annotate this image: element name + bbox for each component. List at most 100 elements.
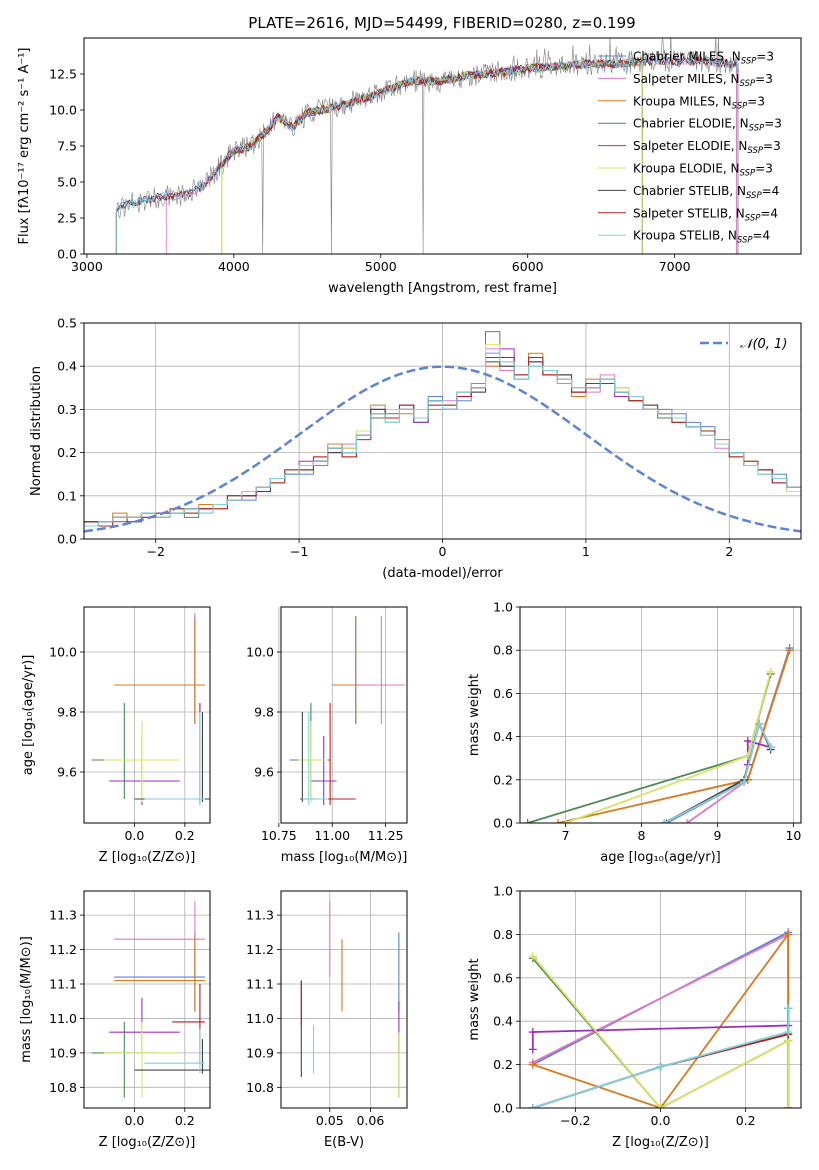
y-tick-label: 7.5 [57, 139, 77, 154]
x-tick-label: 5000 [365, 259, 397, 274]
y-tick-label: 11.1 [49, 977, 77, 992]
y-axis-label: Normed distribution [29, 366, 44, 496]
y-tick-label: 10.8 [49, 1080, 77, 1095]
y-axis-label: Flux [fλ10⁻¹⁷ erg cm⁻² s⁻¹ A⁻¹] [17, 48, 32, 245]
mass-weight-marker [662, 819, 671, 823]
mass-weight-marker [528, 1104, 537, 1108]
mass-weight-marker [784, 1104, 793, 1108]
y-axis-label: age [log₁₀(age/yr)] [21, 655, 36, 776]
y-tick-label: 0.5 [57, 316, 77, 331]
x-tick-label: 0.05 [316, 1113, 344, 1128]
y-tick-label: 1.0 [493, 884, 513, 899]
mass-weight-marker [660, 819, 669, 823]
y-tick-label: 11.2 [49, 942, 77, 957]
x-axis-label: Z [log₁₀(Z/Z⊙)] [99, 1135, 196, 1150]
y-tick-label: 0.2 [57, 445, 77, 460]
chart-residuals: −2 −1 0 1 2 0.0 0.1 0.2 0.3 0.4 0.5 𝒩(0, 1) (data-mo… [29, 316, 802, 581]
model-spectrum-2 [165, 55, 737, 254]
x-tick-label: 3000 [71, 259, 103, 274]
y-tick-label: 10.0 [246, 645, 274, 660]
mass-weight-marker [766, 667, 775, 676]
mass-weight-marker [553, 819, 562, 823]
mass-weight-line-4 [527, 673, 772, 823]
x-tick-label: 7000 [659, 259, 691, 274]
x-tick-label: 2 [725, 544, 733, 559]
x-tick-label: 4000 [218, 259, 250, 274]
y-tick-label: 9.8 [57, 705, 77, 720]
x-axis-label: Z [log₁₀(Z/Z⊙)] [612, 1135, 709, 1150]
y-tick-label: 10.8 [246, 1080, 274, 1095]
x-axis-label: mass [log₁₀(M/M⊙)] [281, 850, 408, 865]
y-tick-label: 11.3 [49, 908, 77, 923]
mass-weight-line-9 [532, 1008, 790, 1108]
mass-weight-marker [656, 1104, 665, 1108]
y-tick-label: 10.9 [49, 1045, 77, 1060]
x-tick-label: 0.0 [124, 1113, 144, 1128]
legend-label: Kroupa MILES, NSSP=3 [633, 94, 765, 111]
model-spectrum-8 [115, 55, 739, 254]
legend-label: Salpeter MILES, NSSP=3 [633, 72, 773, 89]
mass-weight-marker [784, 1004, 793, 1013]
x-axis-label: E(B-V) [324, 1135, 364, 1150]
mass-weight-line-6 [532, 955, 790, 1108]
gaussian-curve [84, 365, 801, 533]
mass-weight-marker [784, 930, 793, 939]
y-axis-label: mass weight [467, 958, 482, 1040]
x-tick-label: 0.0 [124, 828, 144, 843]
x-tick-label: 10.75 [261, 828, 297, 843]
plot-area [84, 331, 801, 539]
y-tick-label: 0.4 [57, 359, 77, 374]
y-tick-label: 11.3 [246, 908, 274, 923]
y-axis-label: mass weight [467, 674, 482, 756]
x-tick-label: 11.00 [314, 828, 350, 843]
x-axis-label: Z [log₁₀(Z/Z⊙)] [99, 850, 196, 865]
y-tick-label: 10.0 [49, 103, 77, 118]
chart-age-vs-Z: 0.0 0.2 9.6 9.8 10.0 Z [log₁₀(Z/Z⊙)] age [log₁… [21, 606, 211, 865]
mass-weight-marker [523, 819, 532, 823]
legend-label: Salpeter ELODIE, NSSP=3 [633, 139, 781, 156]
plot-area [523, 644, 794, 823]
y-tick-label: 10.9 [246, 1045, 274, 1060]
mass-weight-marker [656, 1062, 665, 1071]
mass-weight-line-9 [663, 720, 772, 823]
model-spectrum-4 [221, 56, 643, 254]
axes-frame [83, 322, 802, 540]
plot-area [91, 901, 210, 1098]
mass-weight-marker [528, 1060, 537, 1069]
plot-area [528, 928, 793, 1108]
x-axis-label: age [log₁₀(age/yr)] [600, 850, 721, 865]
y-tick-label: 11.2 [246, 942, 274, 957]
y-tick-label: 0.4 [493, 729, 513, 744]
x-tick-label: 0.0 [651, 1113, 671, 1128]
chart-mass-vs-Z: 0.0 0.2 10.8 10.9 11.0 11.1 11.2 11.3 Z [log₁₀(Z… [19, 890, 211, 1150]
legend-label: Chabrier ELODIE, NSSP=3 [633, 117, 782, 134]
x-tick-label: 0.06 [356, 1113, 384, 1128]
y-tick-label: 0.0 [57, 532, 77, 547]
x-axis-label: wavelength [Angstrom, rest frame] [328, 281, 557, 296]
plot-area [289, 616, 405, 805]
y-tick-label: 12.5 [49, 67, 77, 82]
mass-weight-marker [683, 819, 692, 823]
x-tick-label: 0 [439, 544, 447, 559]
y-tick-label: 0.2 [493, 772, 513, 787]
axes-frame [83, 37, 802, 255]
axes-frame [83, 890, 211, 1109]
axes-frame [280, 606, 408, 824]
mass-weight-marker [561, 819, 570, 823]
x-tick-label: −2 [146, 544, 164, 559]
x-axis-label: (data-model)/error [382, 566, 503, 581]
y-tick-label: 0.6 [493, 686, 513, 701]
chart-massweight-vs-age: 7 8 9 10 0.0 0.2 0.4 0.6 0.8 1.0 age [log₁₀(age/yr… [467, 600, 802, 865]
y-axis-label: mass [log₁₀(M/M⊙)] [19, 936, 34, 1063]
model-spectrum-9 [115, 56, 739, 254]
chart-mass-vs-EBV: 0.05 0.06 10.8 10.9 11.0 11.1 11.2 11.3 E(B-V) [246, 890, 408, 1150]
axes-frame [519, 890, 802, 1109]
mass-weight-marker [528, 1045, 537, 1054]
figure-title: PLATE=2616, MJD=54499, FIBERID=0280, z=0… [248, 14, 635, 32]
y-tick-label: 0.4 [493, 1014, 513, 1029]
mass-weight-marker [740, 777, 749, 786]
x-tick-label: 8 [638, 828, 646, 843]
x-tick-label: 10 [785, 828, 801, 843]
y-tick-label: 2.5 [57, 211, 77, 226]
